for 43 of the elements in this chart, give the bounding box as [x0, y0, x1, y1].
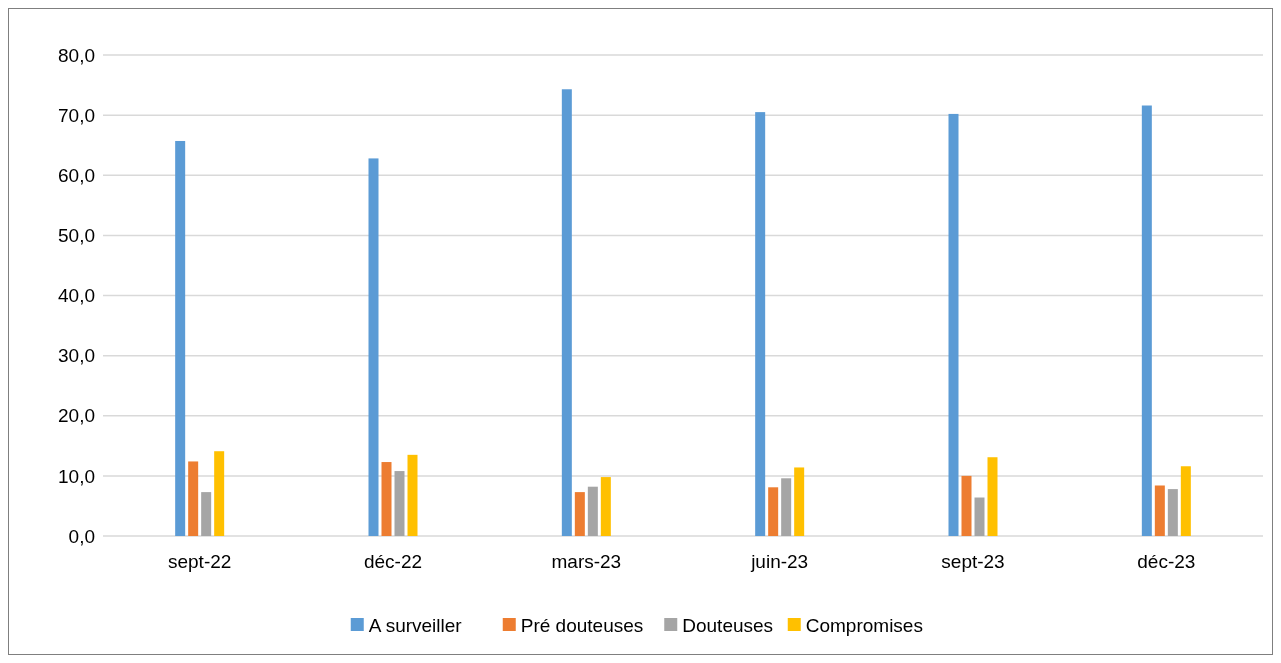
bar — [1141, 105, 1152, 536]
y-tick-label: 0,0 — [68, 525, 95, 547]
y-tick-label: 40,0 — [58, 285, 95, 307]
bar — [948, 113, 959, 536]
y-tick-label: 10,0 — [58, 465, 95, 487]
x-tick-label: déc-22 — [363, 551, 423, 572]
x-tick-label: sept-22 — [167, 551, 232, 572]
bar — [1167, 489, 1178, 536]
bar — [175, 140, 186, 536]
bar — [407, 454, 418, 536]
bar — [394, 471, 405, 536]
bar — [368, 158, 379, 536]
y-tick-label: 80,0 — [58, 44, 95, 66]
bar — [201, 492, 212, 536]
x-tick-label: juin-23 — [750, 551, 809, 572]
bar — [587, 486, 598, 536]
bar — [961, 475, 972, 536]
bar — [768, 487, 779, 536]
bar — [214, 451, 225, 536]
bar — [794, 467, 805, 536]
bar — [574, 492, 585, 536]
x-tick-label: déc-23 — [1137, 551, 1196, 572]
bar — [188, 461, 199, 536]
x-tick-label: sept-23 — [941, 551, 1005, 572]
y-tick-label: 20,0 — [58, 405, 95, 427]
bar — [1180, 466, 1191, 536]
y-tick-label: 70,0 — [58, 104, 95, 126]
x-tick-label: mars-23 — [551, 551, 622, 572]
legend-label: Pré douteuses — [520, 614, 644, 636]
bar — [1154, 485, 1165, 536]
y-tick-label: 60,0 — [58, 164, 95, 186]
legend-label: Compromises — [805, 614, 923, 636]
bar — [561, 89, 572, 536]
bar — [987, 457, 998, 536]
y-tick-label: 30,0 — [58, 345, 95, 367]
legend-label: A surveiller — [368, 614, 463, 636]
legend-label: Douteuses — [682, 614, 774, 636]
bar — [381, 462, 392, 536]
y-tick-label: 50,0 — [58, 225, 95, 247]
bar — [974, 497, 985, 536]
bar — [755, 112, 766, 536]
bar — [781, 478, 792, 536]
bar — [600, 477, 611, 536]
